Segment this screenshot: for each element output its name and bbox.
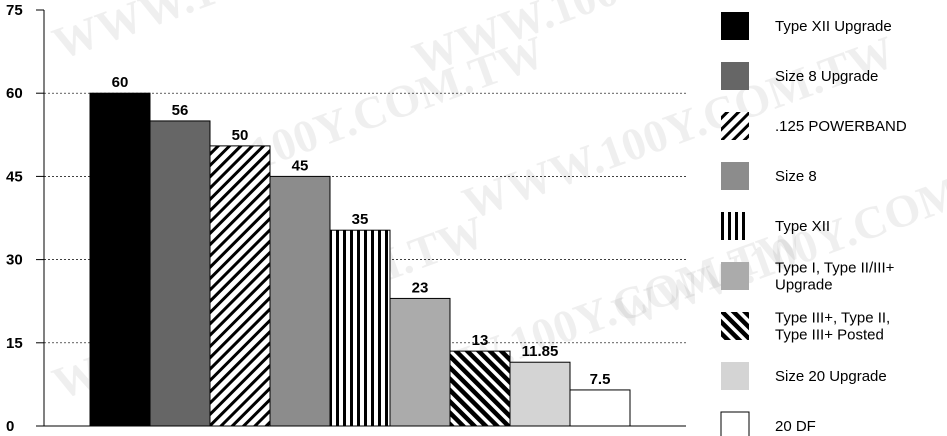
legend-swatch	[721, 312, 749, 340]
y-tick-label: 0	[6, 418, 14, 435]
bar-7	[449, 350, 511, 427]
data-labels: 60 56 50 45 35 23 13 11.85 7.5	[112, 74, 611, 388]
data-label-4: 45	[292, 157, 309, 174]
legend-item-5: Type XII	[721, 212, 830, 240]
bar-4	[269, 175, 331, 427]
bar-9	[569, 389, 631, 427]
legend-swatch	[721, 262, 749, 290]
data-label-7: 13	[472, 332, 489, 349]
bars	[89, 92, 631, 427]
data-label-2: 56	[172, 102, 189, 119]
legend-swatch	[721, 362, 749, 390]
legend-swatch	[721, 12, 749, 40]
legend-item-8: Size 20 Upgrade	[721, 362, 887, 390]
bar-8	[509, 361, 571, 427]
legend-item-6: Type I, Type II/III+Upgrade	[721, 260, 895, 294]
legend-swatch	[721, 112, 749, 140]
legend: Type XII Upgrade Size 8 Upgrade .125 POWER…	[720, 12, 907, 436]
legend-swatch	[720, 411, 750, 436]
y-tick-label: 75	[6, 2, 23, 19]
bar-1	[89, 92, 151, 427]
legend-item-2: Size 8 Upgrade	[721, 62, 878, 90]
legend-item-3: .125 POWERBAND	[721, 112, 907, 140]
legend-label: Size 8 Upgrade	[775, 68, 878, 85]
data-label-5: 35	[352, 211, 369, 228]
data-label-6: 23	[412, 279, 429, 296]
bar-6	[389, 297, 451, 427]
y-tick-label: 30	[6, 252, 23, 269]
bar-2	[149, 120, 211, 427]
legend-label: Type XII Upgrade	[775, 18, 892, 35]
data-label-8: 11.85	[522, 343, 559, 360]
y-tick-label: 45	[6, 168, 23, 185]
legend-swatch	[721, 212, 749, 240]
data-label-9: 7.5	[590, 371, 611, 388]
y-tick-label: 15	[6, 335, 23, 352]
legend-label: Type I, Type II/III+	[775, 260, 895, 277]
legend-item-7: Type III+, Type II,Type III+ Posted	[721, 310, 890, 344]
y-tick-label: 60	[6, 85, 23, 102]
legend-label: Size 20 Upgrade	[775, 368, 887, 385]
legend-item-1: Type XII Upgrade	[721, 12, 892, 40]
legend-label: Size 8	[775, 168, 817, 185]
legend-item-4: Size 8	[721, 162, 817, 190]
legend-item-9: 20 DF	[720, 411, 816, 436]
legend-label: 20 DF	[775, 418, 816, 435]
legend-label: .125 POWERBAND	[775, 118, 907, 135]
data-label-1: 60	[112, 74, 129, 91]
legend-swatch	[721, 62, 749, 90]
legend-label: Type XII	[775, 218, 830, 235]
bar-3	[209, 145, 271, 427]
bar-5	[329, 229, 391, 427]
legend-swatch	[721, 162, 749, 190]
legend-label: Upgrade	[775, 277, 833, 294]
data-label-3: 50	[232, 127, 249, 144]
legend-label: Type III+, Type II,	[775, 310, 890, 327]
legend-label: Type III+ Posted	[775, 327, 884, 344]
